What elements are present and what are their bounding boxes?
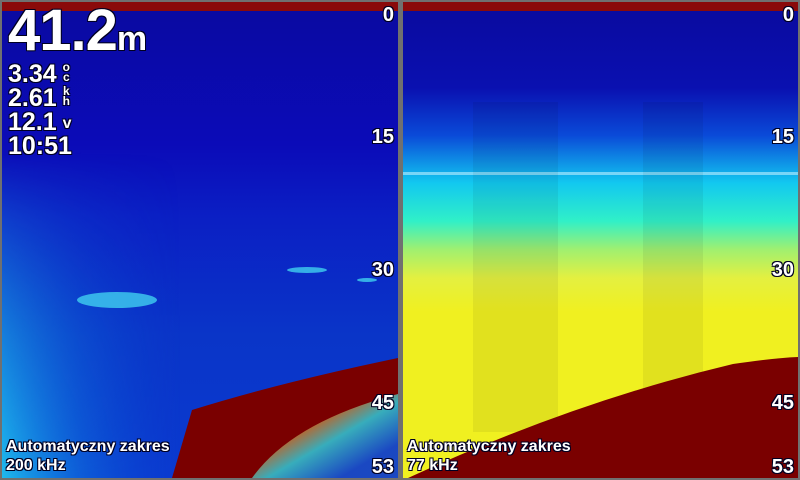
- sub-bottom-return: [252, 394, 398, 478]
- water-temp-readout: 3.34 o c: [8, 60, 71, 88]
- scale-label-30: 30: [771, 259, 794, 281]
- thermocline-line: [403, 172, 798, 175]
- scale-label-0: 0: [782, 4, 794, 26]
- frequency-label: 77 kHz: [407, 457, 458, 474]
- sonar-panel-200khz[interactable]: 41.2m 3.34 o c 2.61 k h 12.1 v 10:51 0 15 30 …: [2, 2, 398, 478]
- scale-label-45: 45: [371, 392, 394, 414]
- frequency-label: 200 kHz: [6, 457, 66, 474]
- scale-label-45: 45: [771, 392, 794, 414]
- range-mode-label: Automatyczny zakres: [6, 438, 170, 455]
- scale-label-15: 15: [771, 126, 794, 148]
- scale-label-53: 53: [371, 456, 394, 478]
- fish-schools: [77, 267, 377, 308]
- sonar-echo-left: [2, 152, 398, 478]
- surface-line: [2, 2, 398, 11]
- depth-readout: 41.2m: [8, 2, 147, 63]
- scale-label-53: 53: [771, 456, 794, 478]
- speed-readout: 2.61 k h: [8, 84, 71, 112]
- range-mode-label: Automatyczny zakres: [407, 438, 571, 455]
- sonar-echo-right: [403, 102, 798, 478]
- time-readout: 10:51: [8, 132, 72, 160]
- scale-label-30: 30: [371, 259, 394, 281]
- scale-label-0: 0: [382, 4, 394, 26]
- seafloor: [408, 357, 798, 478]
- sonar-panel-77khz[interactable]: 0 15 30 45 53 Automatyczny zakres 77 kHz: [403, 2, 798, 478]
- scale-label-15: 15: [371, 126, 394, 148]
- surface-line: [403, 2, 798, 11]
- ping-bands: [473, 102, 703, 432]
- voltage-readout: 12.1 v: [8, 108, 72, 136]
